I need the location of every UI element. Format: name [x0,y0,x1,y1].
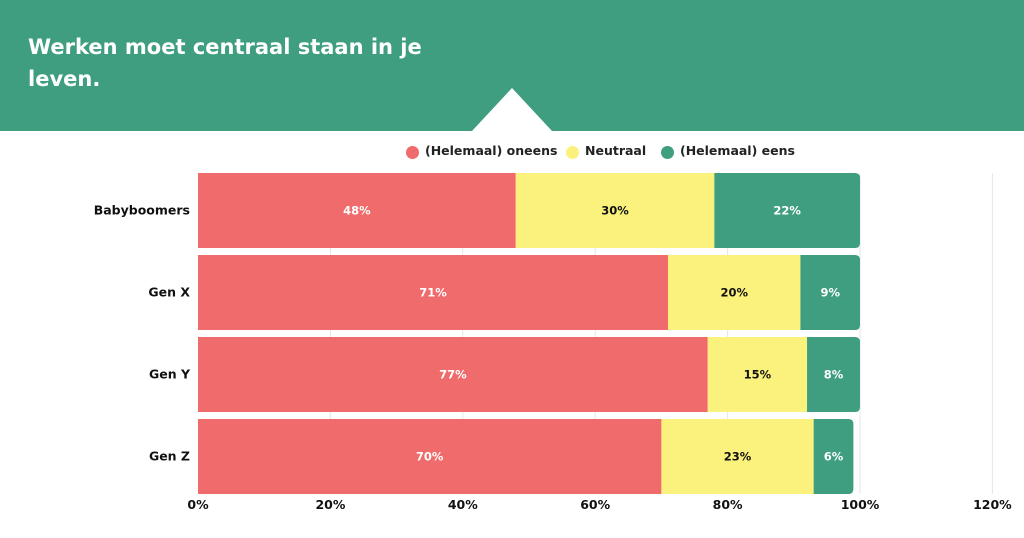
bar-segment [198,419,662,494]
x-tick-label: 40% [448,497,478,512]
chart-title: Werken moet centraal staan in je leven. [28,35,422,91]
legend: (Helemaal) oneens Neutraal (Helemaal) ee… [0,142,1024,162]
legend-swatch-neutral [566,146,579,159]
bar-segment [198,255,669,330]
category-label: Gen Z [149,449,190,464]
data-label: 48% [343,204,371,218]
data-label: 30% [601,204,629,218]
bar-segment [807,337,860,412]
x-tick-label: 60% [580,497,610,512]
bar-segment [661,419,814,494]
bar-segment [668,255,801,330]
bar-segment [813,419,854,494]
data-label: 20% [720,286,748,300]
data-label: 22% [773,204,801,218]
category-label: Babyboomers [94,203,190,218]
data-label: 71% [419,286,447,300]
data-label: 77% [439,368,467,382]
category-label: Gen X [148,285,190,300]
header-notch [472,88,552,131]
legend-label-agree: (Helemaal) eens [680,143,795,158]
data-label: 6% [824,450,844,464]
legend-swatch-disagree [406,146,419,159]
bar-segment [198,337,708,412]
x-tick-label: 20% [315,497,345,512]
legend-label-disagree: (Helemaal) oneens [425,143,558,158]
x-tick-label: 80% [713,497,743,512]
data-label: 8% [824,368,844,382]
x-tick-label: 100% [841,497,880,512]
legend-label-neutral: Neutraal [585,143,647,158]
x-tick-label: 120% [973,497,1012,512]
bar-segment [198,173,516,248]
bar-segment [800,255,860,330]
bar-segment [707,337,808,412]
data-label: 23% [724,450,752,464]
data-label: 9% [820,286,840,300]
data-label: 70% [416,450,444,464]
legend-swatch-agree [661,146,674,159]
category-label: Gen Y [149,367,191,382]
data-label: 15% [744,368,772,382]
x-tick-label: 0% [187,497,209,512]
bar-segment [714,173,860,248]
bar-segment [515,173,715,248]
